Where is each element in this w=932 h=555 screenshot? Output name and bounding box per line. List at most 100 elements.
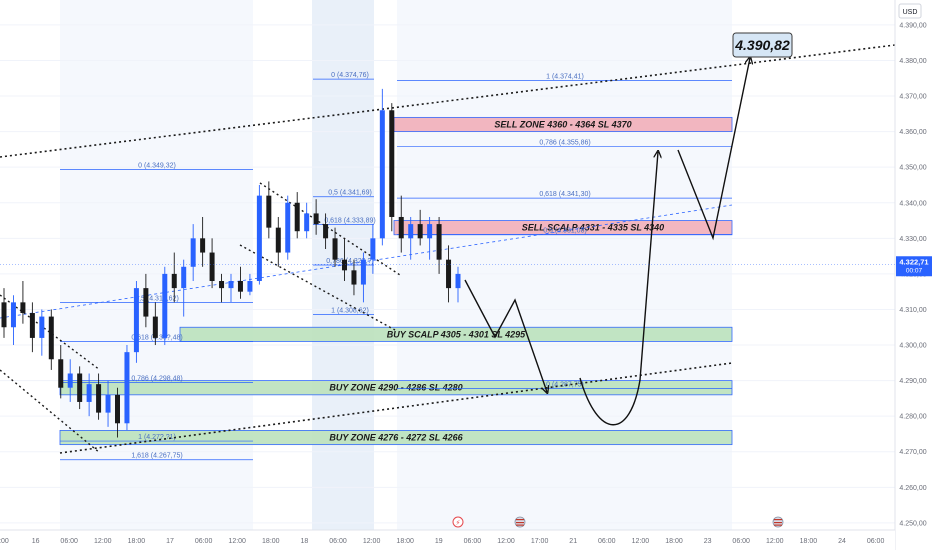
x-tick-label: 06:00 xyxy=(732,538,750,545)
y-tick-label: 4.340,00 xyxy=(899,200,926,207)
x-tick-label: 18:00 xyxy=(262,538,280,545)
candle-body xyxy=(200,238,206,253)
x-tick-label: 12:00 xyxy=(363,538,381,545)
candle-body xyxy=(247,281,253,292)
x-tick-label: 18:00 xyxy=(665,538,683,545)
candle-body xyxy=(105,394,111,413)
fib-label: 0,5 (4.31?,62) xyxy=(135,295,179,302)
candle-body xyxy=(323,224,329,239)
y-tick-label: 4.330,00 xyxy=(899,236,926,243)
fib-label: 0 (4.287,75) xyxy=(546,382,584,389)
x-tick-label: 06:00 xyxy=(60,538,78,545)
candle-body xyxy=(209,252,215,282)
zones-layer: SELL ZONE 4360 - 4364 SL 4370 SELL SCALP … xyxy=(59,116,733,446)
zone-label: BUY ZONE 4276 - 4272 SL 4266 xyxy=(329,433,463,443)
x-tick-label: 18:00 xyxy=(396,538,414,545)
zone-label: BUY SCALP 4305 - 4301 SL 4295 xyxy=(387,329,526,339)
candle-body xyxy=(304,213,310,232)
candle-body xyxy=(427,224,433,239)
zone-label: SELL ZONE 4360 - 4364 SL 4370 xyxy=(494,119,631,129)
x-tick-label: 18 xyxy=(301,538,309,545)
zone-label: BUY ZONE 4290 - 4286 SL 4280 xyxy=(329,383,462,393)
fib-label: 0,786 (4.322,?) xyxy=(326,258,373,265)
candle-body xyxy=(1,302,7,328)
y-tick-label: 4.380,00 xyxy=(899,58,926,65)
candle-body xyxy=(48,316,54,360)
candle-body xyxy=(408,224,414,239)
candle-body xyxy=(190,238,196,267)
candle-body xyxy=(351,270,357,285)
target-price-box[interactable]: 4.390,82 xyxy=(732,32,793,58)
candle-body xyxy=(389,110,395,217)
y-tick-label: 4.260,00 xyxy=(899,485,926,492)
fib-label: 1 (4.27?,?1) xyxy=(138,434,176,441)
candle-body xyxy=(275,227,281,253)
candle-body xyxy=(39,316,45,338)
projection-path-rebound xyxy=(579,152,658,426)
current-price-layer: 4.322,71 00:07 xyxy=(0,256,932,277)
y-tick-label: 4.290,00 xyxy=(899,378,926,385)
x-tick-label: 21 xyxy=(569,538,577,545)
candle-body xyxy=(446,259,452,289)
candle-body xyxy=(360,259,366,285)
x-axis-ticks: 0:00 16 06:00 12:00 18:00 17 06:00 12:00 18:00 18… xyxy=(0,538,884,545)
trend-line xyxy=(59,362,733,454)
candle-body xyxy=(20,302,26,314)
candle-body xyxy=(256,195,262,282)
candle-body xyxy=(162,273,168,338)
currency-label: USD xyxy=(903,9,918,16)
zone-label: SELL SCALP 4331 - 4335 SL 4340 xyxy=(522,223,664,233)
candle-body xyxy=(124,352,130,424)
candle-body xyxy=(77,373,83,402)
candle-body xyxy=(266,195,272,228)
trend-line xyxy=(0,369,101,454)
current-price-badge[interactable] xyxy=(896,256,932,277)
event-icon-lightning[interactable]: ⚡ xyxy=(452,516,464,528)
fib-label: 0,786 (4.298,48) xyxy=(131,375,182,382)
candles-layer xyxy=(1,88,461,438)
x-tick-label: 23 xyxy=(704,538,712,545)
x-tick-label: 12:00 xyxy=(94,538,112,545)
x-tick-label: 12:00 xyxy=(766,538,784,545)
candle-body xyxy=(115,394,120,424)
candle-body xyxy=(436,224,442,260)
candle-body xyxy=(228,281,234,289)
x-tick-label: 19 xyxy=(435,538,443,545)
candle-body xyxy=(67,373,73,388)
event-icon-us-flag-2[interactable] xyxy=(772,516,784,528)
fib-label: 0,618 (4.341,30) xyxy=(539,191,590,198)
x-tick-label: 18:00 xyxy=(128,538,146,545)
x-tick-label: 0:00 xyxy=(0,538,9,545)
event-icon-us-flag[interactable] xyxy=(514,516,526,528)
candle-body xyxy=(152,316,158,338)
candle-body xyxy=(219,281,225,289)
zone-rect[interactable] xyxy=(179,326,733,342)
candle-body xyxy=(417,224,423,239)
fib-label: 0 (4.349,32) xyxy=(138,163,176,170)
x-tick-label: 12:00 xyxy=(632,538,650,545)
fib-label: 0,5 (4.341,69) xyxy=(328,190,372,197)
x-tick-label: 24 xyxy=(838,538,846,545)
candle-body xyxy=(455,273,461,289)
candle-body xyxy=(96,384,102,413)
x-tick-label: 12:00 xyxy=(228,538,246,545)
trend-line xyxy=(0,294,101,371)
candle-body xyxy=(181,266,187,289)
y-tick-label: 4.350,00 xyxy=(899,165,926,172)
time-axis[interactable] xyxy=(0,530,895,550)
y-tick-label: 4.270,00 xyxy=(899,449,926,456)
y-tick-label: 4.280,00 xyxy=(899,414,926,421)
candle-body xyxy=(313,213,319,225)
candle-body xyxy=(86,384,92,402)
projection-layer xyxy=(464,58,750,426)
x-tick-label: 12:00 xyxy=(497,538,515,545)
currency-badge[interactable] xyxy=(898,3,922,19)
candle-body xyxy=(10,302,16,328)
x-tick-label: 18:00 xyxy=(800,538,818,545)
fib-label: 0 (4.374,76) xyxy=(331,72,369,79)
fib-label: 1 (4.308,62) xyxy=(331,307,369,314)
projection-path-down xyxy=(464,279,547,392)
svg-text:⚡: ⚡ xyxy=(456,519,461,527)
